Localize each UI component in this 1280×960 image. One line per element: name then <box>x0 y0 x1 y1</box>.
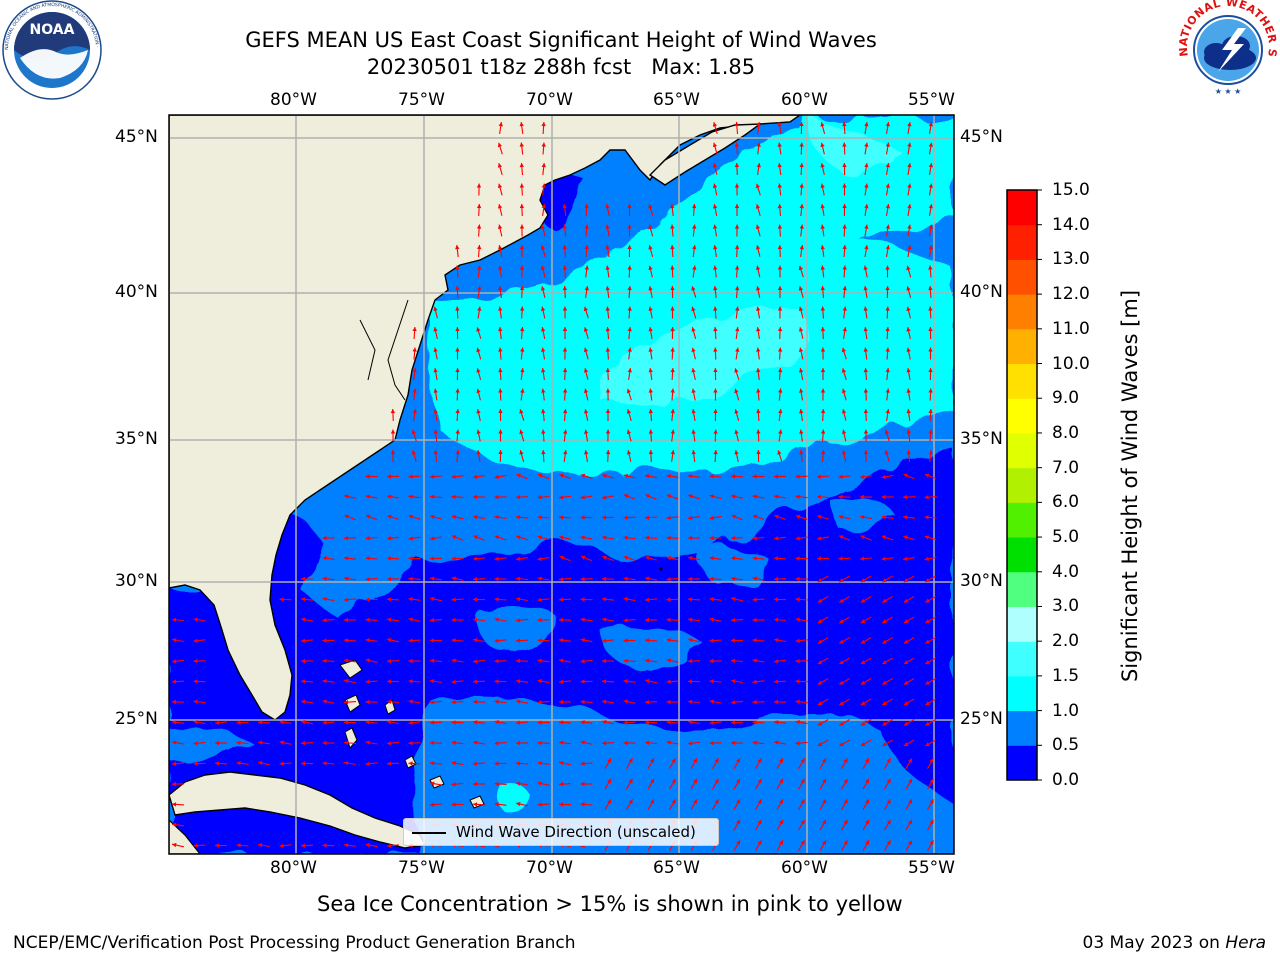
colorbar-tick-label: 13.0 <box>1052 249 1090 270</box>
colorbar-tick-label: 5.0 <box>1052 527 1080 548</box>
colorbar-tick-label: 14.0 <box>1052 214 1090 235</box>
colorbar-segment <box>1007 537 1037 573</box>
chart-title: GEFS MEAN US East Coast Significant Heig… <box>245 28 877 52</box>
colorbar-tick-label: 2.0 <box>1052 631 1080 652</box>
lon-tick-top-65w: 65°W <box>653 90 700 110</box>
colorbar-segment <box>1007 259 1037 295</box>
lon-tick-top-80w: 80°W <box>270 90 317 110</box>
colorbar-segment <box>1007 675 1037 712</box>
chart-subtitle-forecast: 20230501 t18z 288h fcst Max: 1.85 <box>366 55 756 79</box>
colorbar-tick-label: 0.5 <box>1052 735 1080 756</box>
lat-tick-right-30n: 30°N <box>960 571 1003 591</box>
lat-tick-right-40n: 40°N <box>960 282 1003 302</box>
lon-tick-bottom-65w: 65°W <box>653 858 700 878</box>
lon-tick-bottom-70w: 70°W <box>526 858 573 878</box>
legend-line-swatch <box>412 832 446 834</box>
noaa-logo: NOAA NATIONAL OCEANIC AND ATMOSPHERIC AD… <box>0 0 102 100</box>
colorbar-tick-label: 7.0 <box>1052 457 1080 478</box>
colorbar-tick-label: 10.0 <box>1052 353 1090 374</box>
lat-tick-left-40n: 40°N <box>115 282 158 302</box>
svg-text:★ ★ ★: ★ ★ ★ <box>1215 87 1242 96</box>
svg-text:NOAA: NOAA <box>30 22 75 38</box>
colorbar-tick-label: 4.0 <box>1052 561 1080 582</box>
colorbar-segment <box>1007 398 1037 434</box>
colorbar-segment <box>1007 328 1037 365</box>
colorbar-segment <box>1007 641 1037 677</box>
colorbar-tick-label: 9.0 <box>1052 388 1080 409</box>
colorbar-segment <box>1007 224 1037 260</box>
colorbar-tick-label: 6.0 <box>1052 492 1080 513</box>
colorbar-segment <box>1007 606 1037 642</box>
lat-tick-left-35n: 35°N <box>115 429 158 449</box>
colorbar <box>1006 189 1042 781</box>
lon-tick-top-60w: 60°W <box>781 90 828 110</box>
map-frame <box>168 114 955 855</box>
colorbar-segment <box>1007 467 1037 503</box>
legend-label: Wind Wave Direction (unscaled) <box>456 823 696 841</box>
coastline-inland-bay <box>359 319 376 381</box>
lat-tick-right-45n: 45°N <box>960 127 1003 147</box>
lat-tick-left-30n: 30°N <box>115 571 158 591</box>
footer-branch: NCEP/EMC/Verification Post Processing Pr… <box>13 933 576 953</box>
wave-band-1p5-2 <box>600 118 900 405</box>
colorbar-segment <box>1007 432 1037 469</box>
coastline-chesapeake <box>387 299 409 401</box>
colorbar-tick-label: 1.0 <box>1052 700 1080 721</box>
lat-tick-left-45n: 45°N <box>115 127 158 147</box>
colorbar-segment <box>1007 190 1037 226</box>
colorbar-label: Significant Height of Wind Waves [m] <box>1118 289 1142 683</box>
colorbar-segment <box>1007 294 1037 330</box>
colorbar-tick-label: 3.0 <box>1052 596 1080 617</box>
colorbar-tick-label: 0.0 <box>1052 770 1080 790</box>
colorbar-segment <box>1007 571 1037 607</box>
lat-tick-right-35n: 35°N <box>960 429 1003 449</box>
nws-logo: NATIONAL WEATHER SERVICE ★ ★ ★ <box>1178 0 1279 97</box>
colorbar-segment <box>1007 502 1037 538</box>
lon-tick-top-55w: 55°W <box>908 90 955 110</box>
colorbar-tick-label: 1.5 <box>1052 665 1080 686</box>
map-legend: Wind Wave Direction (unscaled) <box>403 818 719 846</box>
wave-band-0p5-1-patches <box>169 497 954 854</box>
colorbar-segment <box>1007 363 1037 399</box>
lon-tick-bottom-55w: 55°W <box>908 858 955 878</box>
lon-tick-top-75w: 75°W <box>398 90 445 110</box>
footer-machine: Hera <box>1225 933 1266 953</box>
land-bermuda <box>659 567 663 571</box>
lat-tick-left-25n: 25°N <box>115 709 158 729</box>
colorbar-tick-label: 11.0 <box>1052 318 1090 339</box>
lat-tick-right-25n: 25°N <box>960 709 1003 729</box>
land-nova-scotia <box>648 123 763 186</box>
lon-tick-top-70w: 70°W <box>526 90 573 110</box>
footer-date: 03 May 2023 on Hera <box>1083 933 1267 953</box>
sea-ice-note: Sea Ice Concentration > 15% is shown in … <box>317 892 903 916</box>
colorbar-segment <box>1007 710 1037 746</box>
lon-tick-bottom-80w: 80°W <box>270 858 317 878</box>
colorbar-tick-label: 12.0 <box>1052 284 1090 305</box>
colorbar-segment <box>1007 745 1037 781</box>
lon-tick-bottom-60w: 60°W <box>781 858 828 878</box>
lon-tick-bottom-75w: 75°W <box>398 858 445 878</box>
colorbar-tick-label: 8.0 <box>1052 422 1080 443</box>
colorbar-tick-label: 15.0 <box>1052 180 1090 200</box>
footer-date-text: 03 May 2023 on <box>1082 933 1220 953</box>
wind-wave-arrows <box>171 121 937 851</box>
